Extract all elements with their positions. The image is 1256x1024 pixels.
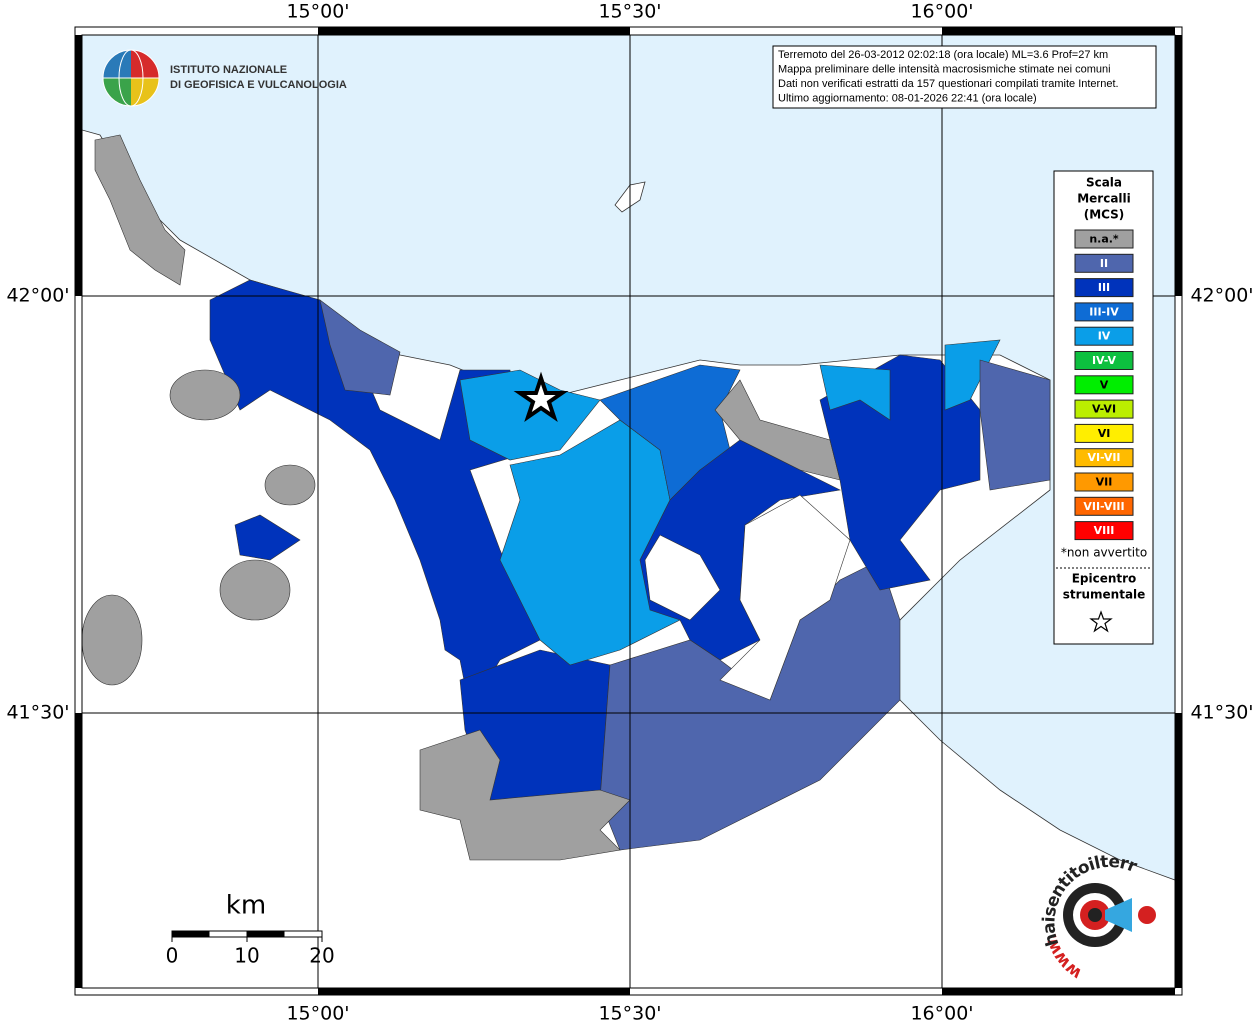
site-logo-dot: [1138, 906, 1156, 924]
region: [719, 494, 851, 701]
institute-name: DI GEOFISICA E VULCANOLOGIA: [170, 79, 347, 91]
region: [819, 354, 981, 591]
legend-swatch: [1074, 472, 1134, 492]
region: [319, 299, 401, 396]
info-line: Dati non verificati estratti da 157 ques…: [778, 78, 1119, 90]
frame-segment: [75, 713, 82, 988]
lon-label: 15°30': [598, 1, 661, 23]
legend-label: VI: [1098, 427, 1111, 440]
frame-segment: [942, 27, 1175, 35]
legend-swatch: [1074, 229, 1134, 249]
frame-segment: [318, 988, 630, 995]
legend-label: n.a.*: [1089, 233, 1119, 246]
scale-bar-segment: [247, 931, 285, 937]
lon-label: 16°00': [910, 1, 973, 23]
lon-label: 15°30': [598, 1003, 661, 1024]
scale-label: 10: [234, 944, 259, 968]
region: [714, 379, 841, 481]
lon-label: 15°00': [286, 1, 349, 23]
legend-label: VII: [1096, 476, 1113, 489]
legend-swatch: [1074, 521, 1134, 541]
lat-label: 42°00': [1190, 285, 1253, 307]
legend-swatch: [1074, 399, 1134, 419]
logo-globe: [131, 78, 159, 106]
legend-label: IV-V: [1092, 354, 1117, 367]
region: [81, 594, 143, 686]
frame-segment: [75, 35, 82, 296]
region: [234, 514, 301, 561]
info-line: Ultimo aggiornamento: 08-01-2026 22:41 (…: [778, 92, 1037, 104]
legend-swatch: [1074, 448, 1134, 468]
legend-label: III-IV: [1089, 305, 1119, 318]
frame-segment: [942, 988, 1175, 995]
epicenter-star: [513, 371, 569, 423]
scale-label: 20: [309, 944, 334, 968]
legend-label: VIII: [1094, 524, 1115, 537]
region: [944, 339, 1001, 411]
legend-swatch: [1074, 496, 1134, 516]
lat-label: 41°30': [1190, 702, 1253, 724]
lon-label: 15°00': [286, 1003, 349, 1024]
scale-unit: km: [226, 891, 266, 921]
info-box: [772, 45, 1157, 109]
region: [94, 134, 186, 286]
legend-footnote: *non avvertito: [1061, 546, 1147, 560]
region: [644, 534, 721, 621]
frame-segment: [1175, 713, 1182, 988]
region: [169, 369, 241, 421]
lat-label: 42°00': [6, 285, 69, 307]
legend-label: VI-VII: [1087, 451, 1120, 464]
legend-star: [1089, 610, 1113, 633]
legend-label: VII-VIII: [1083, 500, 1124, 513]
legend-title: Scala: [1086, 176, 1122, 190]
region: [819, 364, 891, 421]
region: [419, 729, 631, 861]
lat-label: 41°30': [6, 702, 69, 724]
legend-label: II: [1100, 257, 1108, 270]
ingv-logo: [102, 49, 160, 107]
scale-bar: [171, 930, 323, 942]
frame: [74, 26, 1183, 996]
legend-title: Mercalli: [1077, 192, 1131, 206]
legend-swatch: [1074, 423, 1134, 443]
frame-segment: [1175, 35, 1182, 296]
legend-label: V: [1100, 378, 1109, 391]
logo-globe: [131, 50, 159, 78]
legend-swatch: [1074, 351, 1134, 370]
region: [219, 559, 291, 621]
region: [264, 464, 316, 506]
legend-swatch: [1074, 278, 1134, 298]
lon-label: 16°00': [910, 1003, 973, 1024]
legend-swatch: [1074, 302, 1134, 322]
legend-label: IV: [1098, 330, 1111, 343]
info-line: Terremoto del 26-03-2012 02:02:18 (ora l…: [778, 49, 1108, 61]
graticule: [82, 35, 1175, 988]
regions: [81, 134, 1051, 861]
region: [979, 359, 1051, 491]
scale-label: 0: [166, 944, 179, 968]
site-logo-ring: [1088, 908, 1102, 922]
legend-epicenter: strumentale: [1063, 588, 1146, 602]
frame-segment: [318, 27, 630, 35]
info-line: Mappa preliminare delle intensità macros…: [778, 63, 1111, 75]
site-logo-beam: [1105, 898, 1132, 932]
scale-bar-segment: [172, 931, 210, 937]
legend-label: III: [1098, 281, 1110, 294]
legend-title: (MCS): [1084, 208, 1125, 222]
legend-label: V-VI: [1092, 403, 1116, 416]
legend-swatch: [1074, 326, 1134, 346]
legend-swatch: [1074, 375, 1134, 395]
legend-epicenter: Epicentro: [1072, 572, 1137, 586]
logo-globe: [103, 78, 131, 106]
institute-name: ISTITUTO NAZIONALE: [170, 64, 287, 76]
legend-swatch: [1074, 253, 1134, 273]
